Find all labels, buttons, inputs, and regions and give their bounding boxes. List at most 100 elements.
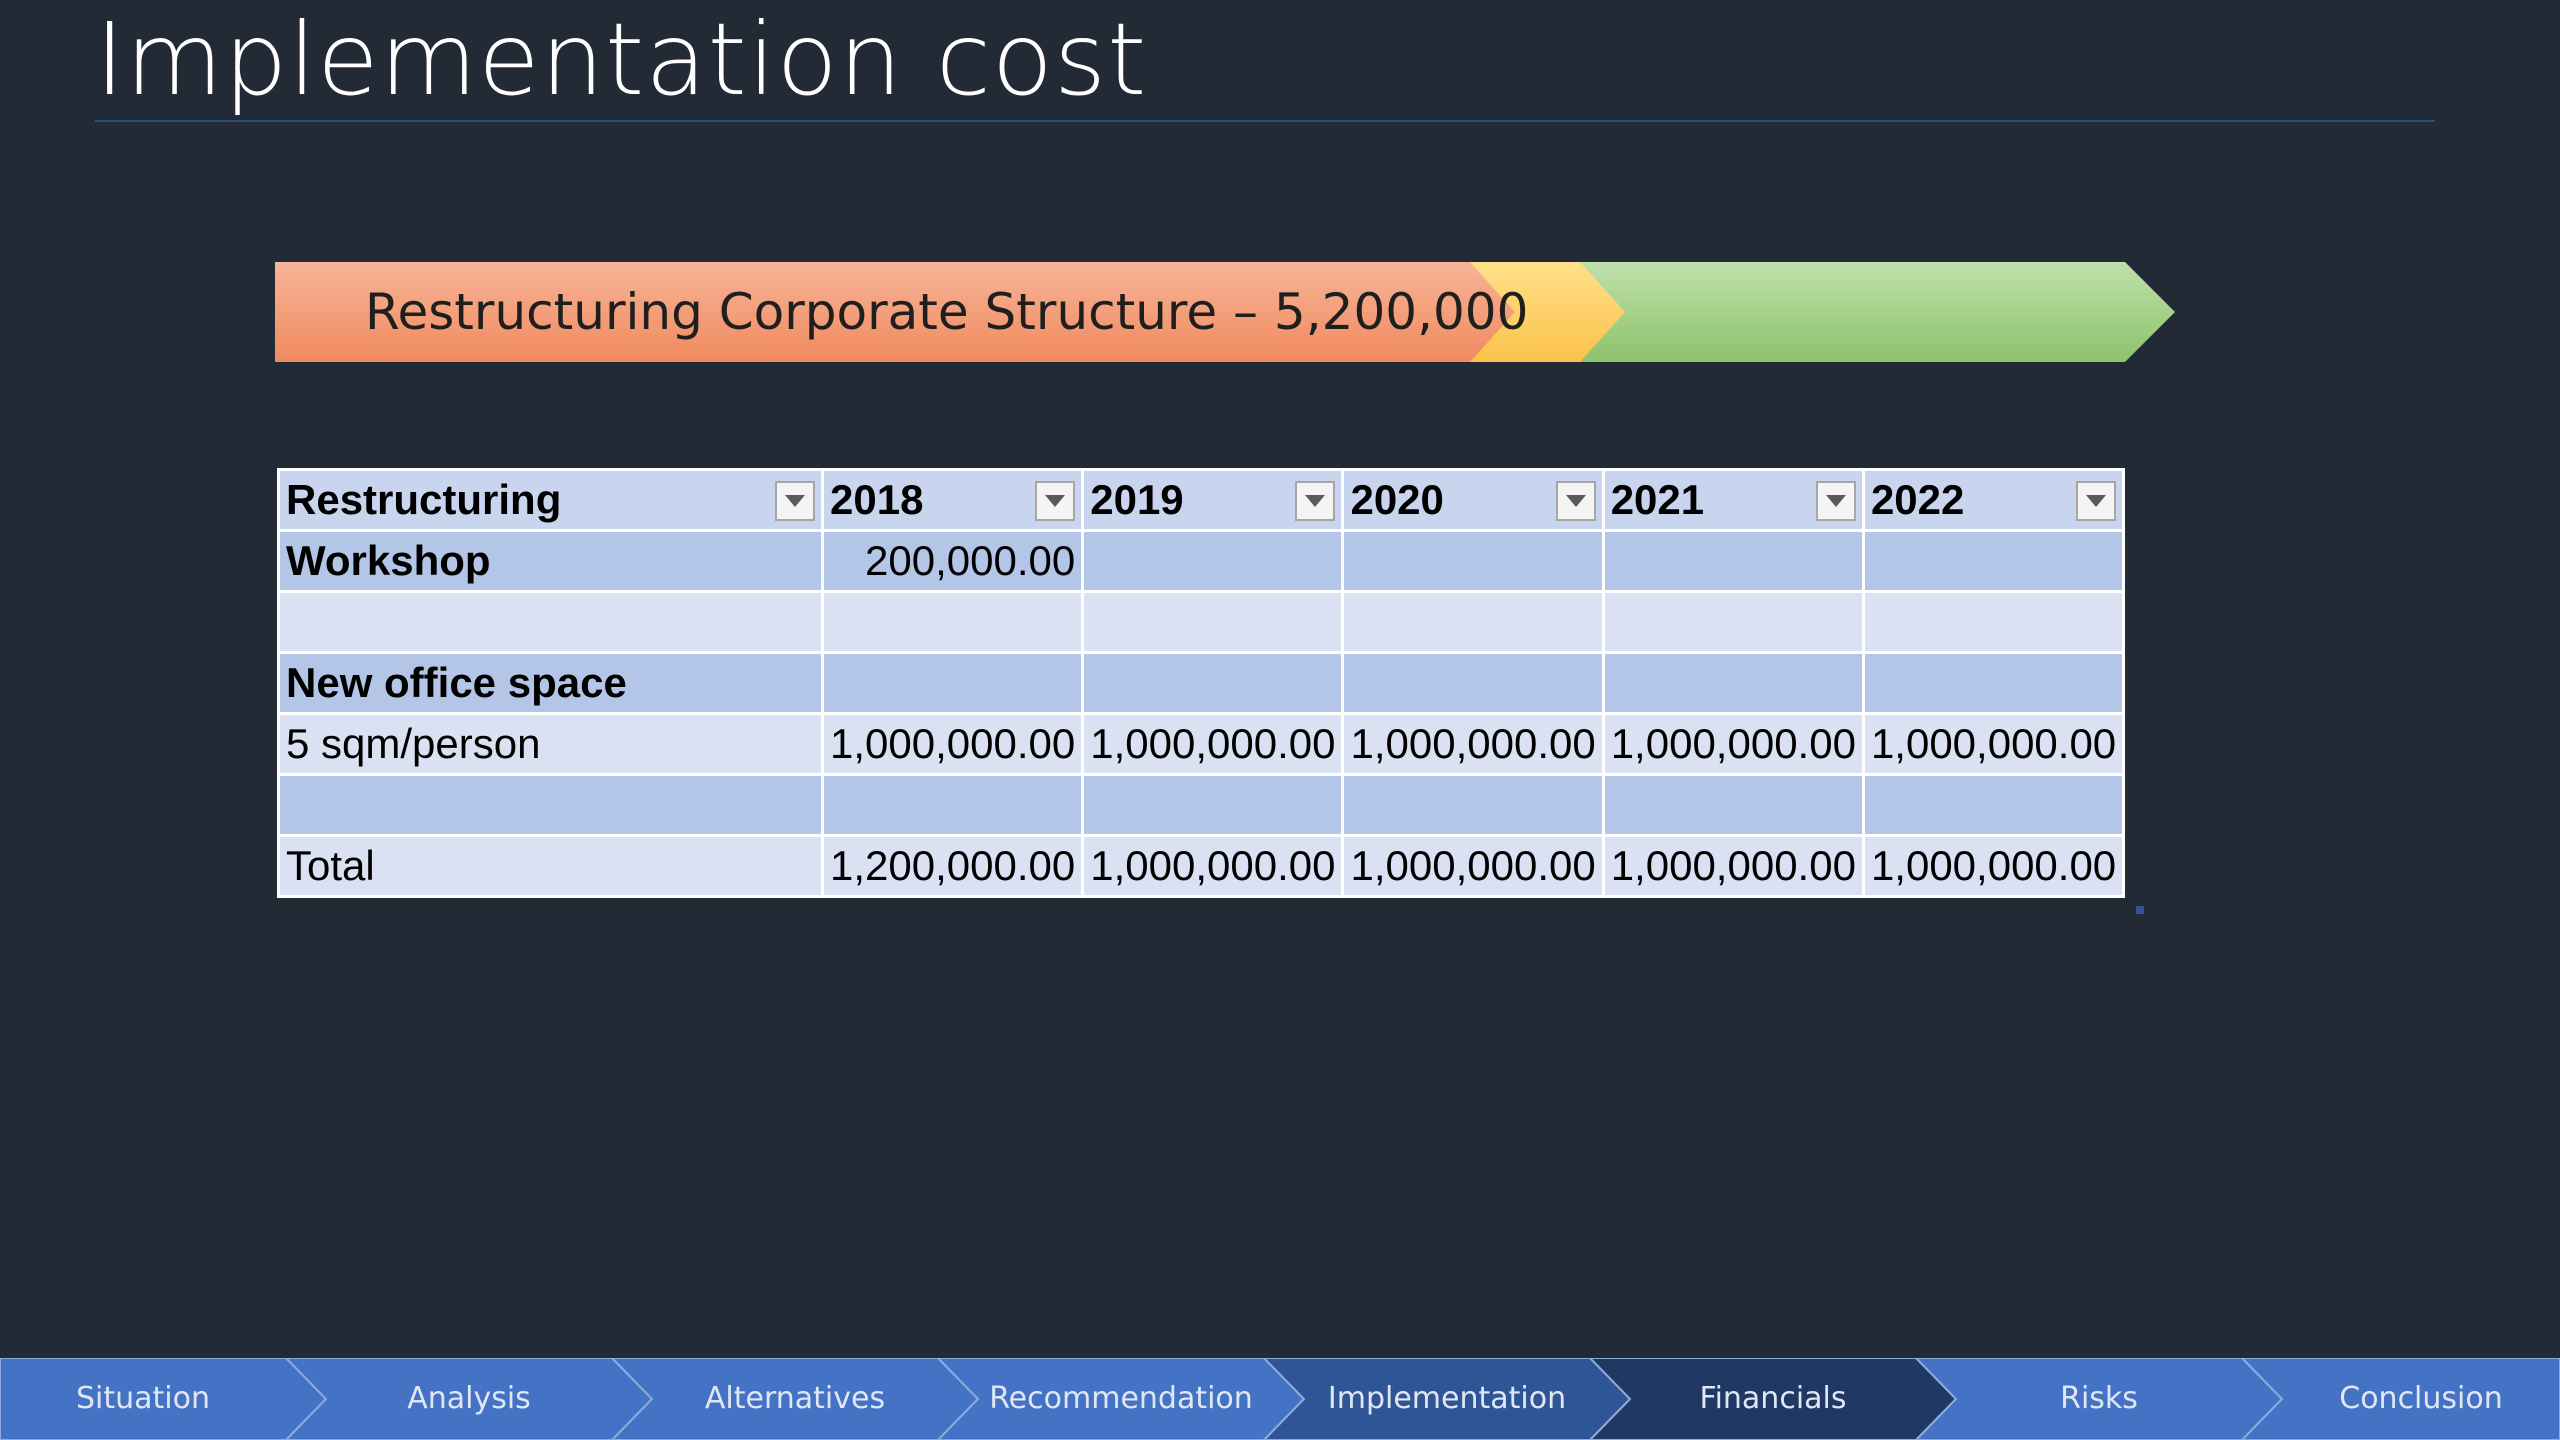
value-cell[interactable]: 1,000,000.00 [1341, 834, 1605, 898]
value-cell[interactable] [820, 773, 1085, 837]
value-cell[interactable]: 1,200,000.00 [820, 834, 1085, 898]
table-row: 5 sqm/person 1,000,000.00 1,000,000.00 1… [277, 712, 2126, 776]
filter-dropdown-button[interactable] [775, 481, 815, 521]
value-cell[interactable] [1081, 590, 1345, 654]
nav-item-conclusion[interactable]: Conclusion [2242, 1358, 2560, 1440]
value-cell[interactable] [1861, 773, 2126, 837]
header-cell: 2018 [820, 468, 1085, 532]
header-cell: 2021 [1601, 468, 1865, 532]
filter-dropdown-button[interactable] [1035, 481, 1076, 521]
filter-dropdown-button[interactable] [2076, 481, 2117, 521]
nav-chevron [1590, 1358, 1956, 1440]
nav-chevron [1264, 1358, 1630, 1440]
nav-item-implementation[interactable]: Implementation [1264, 1358, 1630, 1440]
value-cell[interactable] [1081, 773, 1345, 837]
nav-item-situation[interactable]: Situation [0, 1358, 326, 1440]
value-cell[interactable] [1601, 773, 1865, 837]
nav-label: Financials [1699, 1381, 1847, 1416]
value-cell[interactable] [1081, 651, 1345, 715]
row-label-cell[interactable]: Workshop [277, 529, 824, 593]
value-cell[interactable] [1341, 590, 1605, 654]
page-title: Implementation cost [95, 1, 1148, 118]
chevron-down-icon [1305, 495, 1326, 507]
nav-item-analysis[interactable]: Analysis [286, 1358, 652, 1440]
banner-label: Restructuring Corporate Structure – 5,20… [365, 283, 1529, 341]
header-cell: 2020 [1341, 468, 1605, 532]
chevron-down-icon [785, 495, 805, 507]
nav-label: Conclusion [2339, 1381, 2503, 1416]
value-cell[interactable]: 1,000,000.00 [1861, 834, 2126, 898]
nav-chevron [612, 1358, 978, 1440]
section-nav: Situation Analysis Alternatives Recommen… [0, 1358, 2560, 1440]
chevron-down-icon [1045, 495, 1066, 507]
nav-item-alternatives[interactable]: Alternatives [612, 1358, 978, 1440]
nav-label: Alternatives [704, 1381, 886, 1416]
restructuring-cost-table: Restructuring 2018 2019 2020 2021 2022 [277, 468, 2126, 898]
header-cell: Restructuring [277, 468, 824, 532]
nav-label: Recommendation [989, 1381, 1253, 1416]
filter-dropdown-button[interactable] [1295, 481, 1336, 521]
table-header-row: Restructuring 2018 2019 2020 2021 2022 [277, 468, 2126, 532]
nav-label: Situation [75, 1381, 210, 1416]
table-row [277, 773, 2126, 837]
value-cell[interactable] [1861, 529, 2126, 593]
nav-chevron [938, 1358, 1304, 1440]
chevron-down-icon [2086, 495, 2107, 507]
row-label-cell[interactable]: Total [277, 834, 824, 898]
title-divider [95, 120, 2435, 122]
value-cell[interactable]: 1,000,000.00 [1601, 712, 1865, 776]
table-row: Workshop 200,000.00 [277, 529, 2126, 593]
chevron-green [1565, 262, 2175, 362]
filter-dropdown-button[interactable] [1815, 481, 1856, 521]
row-label-cell[interactable] [277, 590, 824, 654]
nav-label: Risks [2060, 1381, 2138, 1416]
header-label: 2020 [1350, 476, 1444, 523]
table-row: New office space [277, 651, 2126, 715]
value-cell[interactable]: 1,000,000.00 [1861, 712, 2126, 776]
value-cell[interactable]: 1,000,000.00 [820, 712, 1085, 776]
header-label: 2018 [830, 476, 924, 523]
value-cell[interactable]: 1,000,000.00 [1081, 712, 1345, 776]
banner-chevrons [275, 262, 2175, 362]
nav-chevron [286, 1358, 652, 1440]
header-label: Restructuring [286, 476, 562, 523]
row-label-cell[interactable]: New office space [277, 651, 824, 715]
value-cell[interactable]: 1,000,000.00 [1601, 834, 1865, 898]
nav-label: Analysis [407, 1381, 531, 1416]
value-cell[interactable]: 200,000.00 [820, 529, 1085, 593]
nav-item-financials[interactable]: Financials [1590, 1358, 1956, 1440]
table-row [277, 590, 2126, 654]
chevron-orange [275, 262, 1515, 362]
filter-dropdown-button[interactable] [1555, 481, 1596, 521]
row-label-cell[interactable] [277, 773, 824, 837]
nav-chevron [1916, 1358, 2282, 1440]
header-label: 2021 [1610, 476, 1705, 523]
header-cell: 2019 [1081, 468, 1345, 532]
header-label: 2022 [1870, 476, 1965, 523]
value-cell[interactable]: 1,000,000.00 [1081, 834, 1345, 898]
nav-chevron [2242, 1358, 2560, 1440]
value-cell[interactable] [1341, 773, 1605, 837]
value-cell[interactable] [1081, 529, 1345, 593]
value-cell[interactable] [1861, 651, 2126, 715]
value-cell[interactable] [1341, 651, 1605, 715]
table-row-total: Total 1,200,000.00 1,000,000.00 1,000,00… [277, 834, 2126, 898]
value-cell[interactable] [820, 651, 1085, 715]
header-label: 2019 [1090, 476, 1184, 523]
value-cell[interactable] [1341, 529, 1605, 593]
value-cell[interactable] [820, 590, 1085, 654]
chevron-down-icon [1825, 495, 1846, 507]
nav-item-risks[interactable]: Risks [1916, 1358, 2282, 1440]
cost-banner: Restructuring Corporate Structure – 5,20… [275, 262, 2175, 362]
table-resize-handle[interactable] [2136, 906, 2144, 914]
chevron-yellow [1450, 262, 1625, 362]
value-cell[interactable] [1601, 590, 1865, 654]
row-label-cell[interactable]: 5 sqm/person [277, 712, 824, 776]
nav-item-recommendation[interactable]: Recommendation [938, 1358, 1304, 1440]
header-cell: 2022 [1861, 468, 2126, 532]
value-cell[interactable]: 1,000,000.00 [1341, 712, 1605, 776]
nav-label: Implementation [1327, 1381, 1567, 1416]
value-cell[interactable] [1861, 590, 2126, 654]
value-cell[interactable] [1601, 529, 1865, 593]
value-cell[interactable] [1601, 651, 1865, 715]
